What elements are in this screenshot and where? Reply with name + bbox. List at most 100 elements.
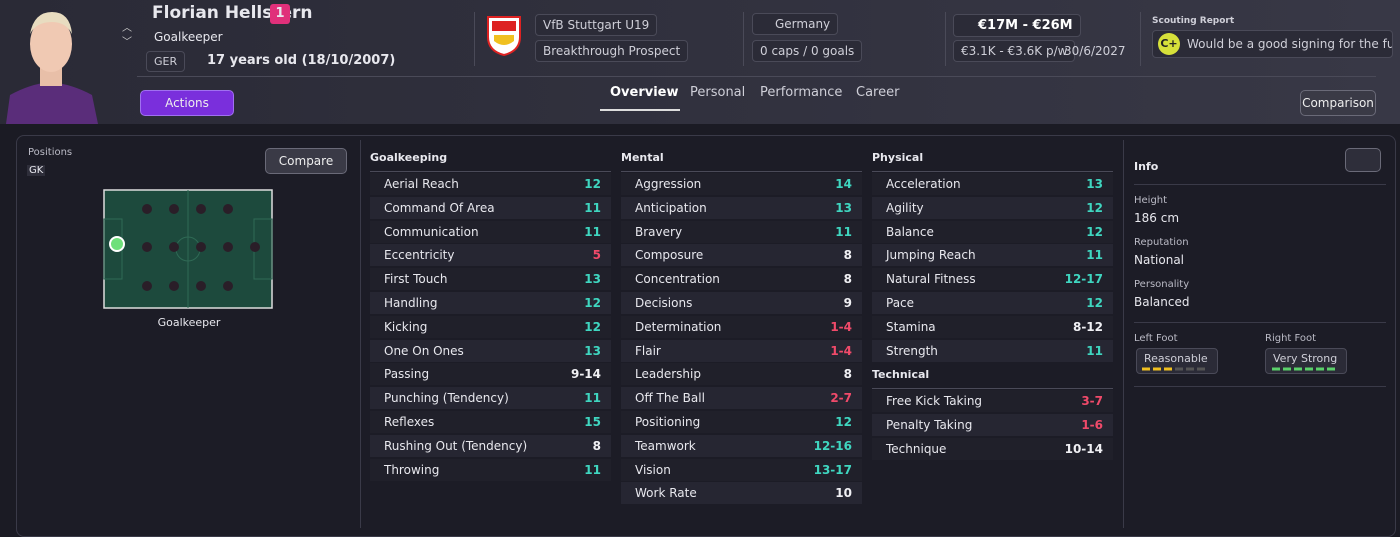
attribute-row: Technique 10-14 — [872, 438, 1113, 460]
attribute-value: 13 — [584, 343, 601, 358]
tab-underline — [600, 109, 680, 111]
compare-button[interactable]: Compare — [265, 148, 347, 174]
right-foot-label: Right Foot — [1265, 333, 1317, 344]
attribute-name: Penalty Taking — [886, 418, 973, 433]
actions-button[interactable]: Actions — [140, 90, 234, 116]
attribute-name: Leadership — [635, 367, 701, 382]
attribute-row: Leadership 8 — [621, 363, 862, 386]
contract: 30/6/2027 — [1064, 44, 1126, 58]
attribute-value: 13-17 — [813, 462, 852, 477]
attribute-value: 8 — [843, 272, 852, 287]
attribute-value: 1-6 — [1081, 418, 1103, 433]
attribute-value: 12 — [584, 319, 601, 334]
attribute-value: 15 — [584, 415, 601, 429]
attribute-name: Command Of Area — [384, 200, 495, 215]
attribute-value: 12 — [1086, 224, 1103, 239]
separator — [360, 140, 361, 528]
attribute-name: Throwing — [384, 462, 440, 477]
club-name[interactable]: VfB Stuttgart U19 — [535, 14, 658, 36]
attribute-value: 9 — [843, 296, 852, 310]
attribute-value: 8 — [843, 367, 852, 382]
attribute-row: Communication 11 — [370, 220, 611, 243]
attribute-row: Concentration 8 — [621, 268, 862, 291]
reputation-label: Reputation — [1134, 237, 1189, 248]
info-button[interactable] — [1345, 148, 1381, 172]
attribute-row: Agility 12 — [872, 196, 1113, 219]
transfer-value: €17M - €26M — [953, 14, 1081, 37]
tab[interactable]: Career — [856, 85, 900, 100]
attribute-row: Jumping Reach 11 — [872, 244, 1113, 267]
attribute-name: Balance — [886, 224, 934, 239]
tab[interactable]: Performance — [760, 85, 843, 100]
attribute-row: Eccentricity 5 — [370, 244, 611, 267]
tab[interactable]: Overview — [610, 85, 679, 100]
attribute-value: 13 — [835, 200, 852, 215]
attribute-value: 11 — [835, 224, 852, 239]
attribute-row: Kicking 12 — [370, 315, 611, 338]
scouting-title: Scouting Report — [1152, 16, 1235, 26]
attribute-row: Off The Ball 2-7 — [621, 387, 862, 410]
attribute-row: Vision 13-17 — [621, 458, 862, 481]
attribute-row: Reflexes 15 — [370, 411, 611, 433]
attribute-row: Natural Fitness 12-17 — [872, 268, 1113, 291]
separator — [1134, 386, 1386, 387]
attribute-name: Strength — [886, 343, 938, 358]
attribute-value: 11 — [584, 224, 601, 239]
attribute-row: Throwing 11 — [370, 458, 611, 481]
attribute-row: Free Kick Taking 3-7 — [872, 390, 1113, 413]
attribute-value: 9-14 — [570, 367, 601, 382]
attribute-value: 3-7 — [1081, 394, 1103, 409]
attribute-value: 8 — [843, 248, 852, 263]
attribute-name: Handling — [384, 296, 438, 310]
player-status: Breakthrough Prospect — [535, 40, 689, 62]
scouting-text[interactable]: Would be a good signing for the fu... — [1152, 30, 1393, 58]
attribute-row: Acceleration 13 — [872, 173, 1113, 195]
attribute-name: One On Ones — [384, 343, 464, 358]
right-foot-bar — [1272, 367, 1335, 371]
player-position: Goalkeeper — [154, 30, 223, 44]
attribute-row: Pace 12 — [872, 292, 1113, 314]
attribute-name: Anticipation — [635, 200, 707, 215]
attribute-row: Stamina 8-12 — [872, 315, 1113, 338]
attribute-row: Passing 9-14 — [370, 363, 611, 386]
height-label: Height — [1134, 195, 1168, 206]
attribute-row: Bravery 11 — [621, 220, 862, 243]
nation-name[interactable]: Germany — [752, 13, 839, 35]
attribute-row: Punching (Tendency) 11 — [370, 387, 611, 410]
nav-arrows[interactable]: ︿ ﹀ — [122, 23, 132, 48]
squad-number: 1 — [270, 4, 290, 24]
tab[interactable]: Personal — [690, 85, 746, 100]
attribute-name: Off The Ball — [635, 391, 705, 406]
attribute-value: 1-4 — [830, 319, 852, 334]
pitch-label: Goalkeeper — [157, 316, 221, 329]
reputation-value: National — [1134, 253, 1185, 267]
attribute-name: Kicking — [384, 319, 428, 334]
attribute-row: Positioning 12 — [621, 411, 862, 433]
personality-value: Balanced — [1134, 295, 1190, 309]
attribute-name: Decisions — [635, 296, 693, 310]
separator — [1134, 322, 1386, 323]
attribute-row: Balance 12 — [872, 220, 1113, 243]
separator — [137, 76, 1376, 77]
attribute-value: 8-12 — [1072, 319, 1103, 334]
attribute-value: 12 — [584, 177, 601, 191]
attribute-row: Penalty Taking 1-6 — [872, 414, 1113, 437]
comparison-button[interactable]: Comparison — [1300, 90, 1376, 116]
attribute-name: Agility — [886, 200, 924, 215]
group-title: Technical — [872, 368, 1113, 390]
personality-label: Personality — [1134, 279, 1190, 290]
attribute-row: First Touch 13 — [370, 268, 611, 291]
attribute-value: 11 — [1086, 343, 1103, 358]
player-age: 17 years old (18/10/2007) — [207, 53, 396, 68]
group-title: Physical — [872, 151, 1113, 172]
attribute-name: Eccentricity — [384, 248, 455, 263]
attribute-row: Flair 1-4 — [621, 339, 862, 362]
attribute-row: Determination 1-4 — [621, 315, 862, 338]
separator — [945, 12, 946, 66]
attribute-row: Anticipation 13 — [621, 196, 862, 219]
attribute-value: 13 — [584, 272, 601, 287]
wage: €3.1K - €3.6K p/w — [953, 40, 1076, 62]
position-code: GK — [27, 165, 46, 176]
attribute-name: Rushing Out (Tendency) — [384, 438, 528, 453]
